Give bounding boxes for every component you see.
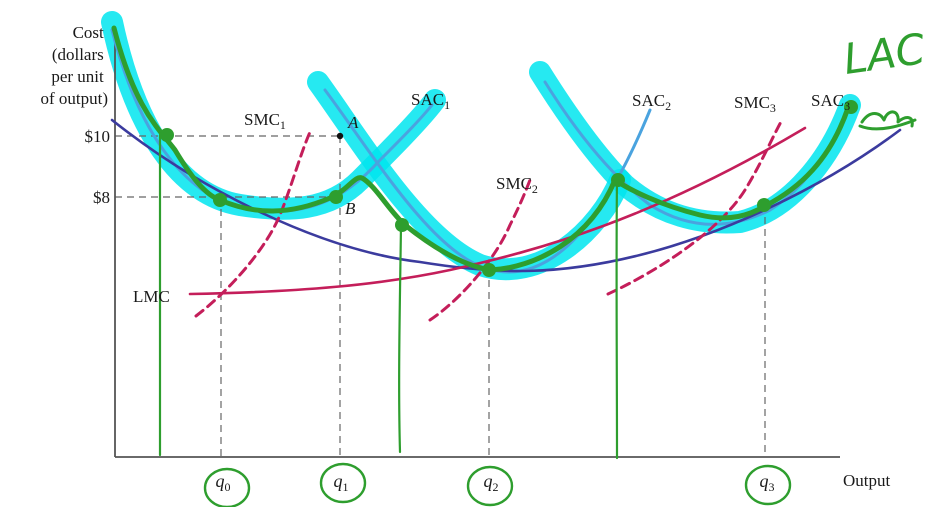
ink-circle-q2	[466, 465, 514, 507]
label-smc1: SMC1	[244, 110, 286, 132]
ink-tangent-dot-8	[844, 100, 858, 114]
lmc-curve	[188, 126, 807, 296]
x-tick-q1-base: q	[334, 471, 343, 491]
label-sac1: SAC1	[411, 90, 450, 112]
x-tick-q3-sub: 3	[769, 480, 775, 494]
smc2-curve	[428, 178, 532, 322]
ink-tangent-dot-3	[329, 190, 343, 204]
highlight-sac2-right	[529, 61, 861, 234]
label-smc1-base: SMC	[244, 110, 280, 129]
smc1-curve	[194, 130, 312, 318]
x-tick-q2-sub: 2	[493, 480, 499, 494]
label-sac3-sub: 3	[844, 99, 850, 113]
label-sac2-sub: 2	[665, 99, 671, 113]
x-tick-q1-sub: 1	[343, 480, 349, 494]
y-axis-label-line-3: per unit	[51, 67, 104, 86]
ink-tangent-dot-6	[611, 173, 625, 187]
point-b-label: B	[345, 199, 356, 218]
y-tick-10: $10	[85, 127, 111, 146]
x-axis-label: Output	[843, 471, 891, 490]
x-tick-q0: q0	[216, 471, 231, 494]
axes	[114, 40, 840, 458]
x-tick-q3-base: q	[760, 471, 769, 491]
label-sac1-base: SAC	[411, 90, 444, 109]
x-tick-q2-base: q	[484, 471, 493, 491]
ink-vertical-2	[398, 223, 403, 454]
highlight-layer	[101, 11, 861, 281]
label-smc1-sub: 1	[280, 118, 286, 132]
ink-tangent-dot-4	[395, 218, 409, 232]
ink-circle-q0	[203, 467, 251, 507]
handwritten-lac-label: LAC	[841, 24, 929, 84]
ink-tangent-dot-7	[757, 198, 771, 212]
ink-lac-envelope	[111, 25, 851, 273]
smc3-curve	[606, 118, 784, 296]
handwritten-annotations	[111, 25, 917, 507]
x-tick-q0-sub: 0	[225, 480, 231, 494]
x-tick-q2: q2	[484, 471, 499, 494]
ink-tangent-dot-2	[213, 193, 227, 207]
label-sac1-sub: 1	[444, 98, 450, 112]
label-sac2: SAC2	[632, 91, 671, 113]
ink-tangent-dot-1	[160, 128, 174, 142]
x-tick-q0-base: q	[216, 471, 225, 491]
label-sac3-base: SAC	[811, 91, 844, 110]
label-smc2-sub: 2	[532, 182, 538, 196]
y-axis-label-line-4: of output)	[40, 89, 108, 108]
point-a-label: A	[347, 113, 359, 132]
y-tick-8: $8	[93, 188, 110, 207]
label-smc3-base: SMC	[734, 93, 770, 112]
label-sac2-base: SAC	[632, 91, 665, 110]
lac-curve	[110, 118, 902, 273]
label-smc3-sub: 3	[770, 101, 776, 115]
ink-circle-q3	[744, 464, 792, 506]
y-axis-label-line-2: (dollars	[52, 45, 104, 64]
ink-scribble	[858, 110, 917, 131]
ink-circle-q1	[319, 462, 367, 504]
ink-tangent-dot-5	[482, 263, 496, 277]
point-a-marker	[336, 132, 344, 140]
x-tick-q3: q3	[760, 471, 775, 494]
x-tick-q1: q1	[334, 471, 349, 494]
label-smc3: SMC3	[734, 93, 776, 115]
label-smc2-base: SMC	[496, 174, 532, 193]
y-axis-label-line-1: Cost	[73, 23, 104, 42]
label-smc2: SMC2	[496, 174, 538, 196]
label-sac3: SAC3	[811, 91, 850, 113]
label-lmc: LMC	[133, 287, 170, 306]
y-axis-label: Cost (dollars per unit of output)	[40, 23, 108, 108]
